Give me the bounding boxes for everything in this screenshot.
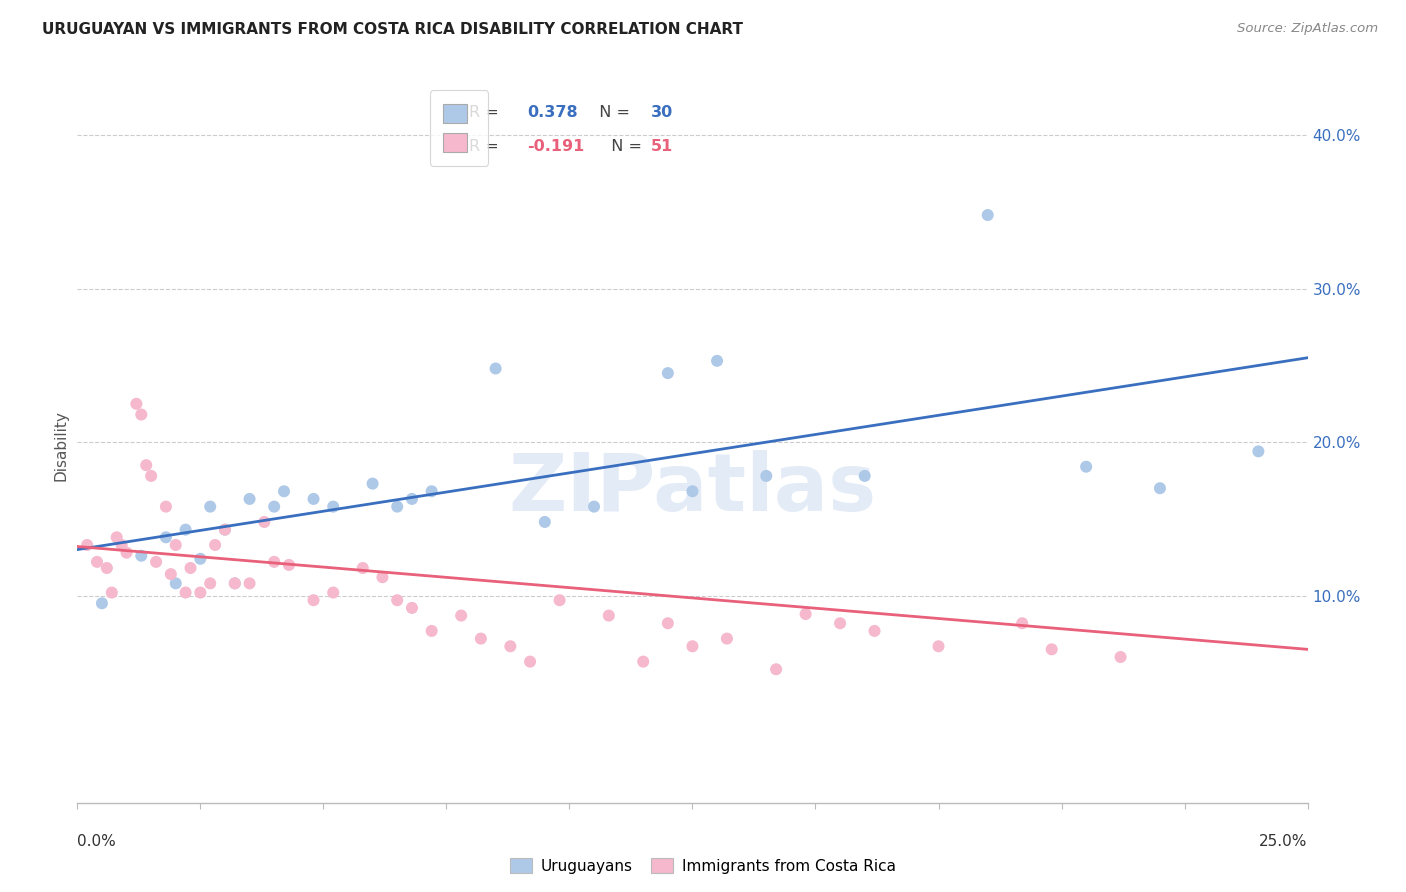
Point [131, 549, 153, 563]
Point [657, 616, 679, 631]
Point [361, 476, 384, 491]
Point [450, 608, 472, 623]
Point [165, 576, 187, 591]
Point [706, 354, 728, 368]
Point [387, 500, 409, 514]
Point [682, 484, 704, 499]
Text: N =: N = [602, 139, 648, 154]
Point [180, 561, 202, 575]
Point [239, 576, 262, 591]
Point [145, 555, 167, 569]
Point [224, 576, 246, 591]
Point [200, 500, 222, 514]
Point [322, 500, 344, 514]
Point [115, 546, 138, 560]
Point [470, 632, 492, 646]
Point [111, 538, 132, 552]
Point [214, 523, 236, 537]
Point [200, 576, 222, 591]
Point [1076, 459, 1098, 474]
Point [765, 662, 787, 676]
Point [105, 530, 128, 544]
Point [598, 608, 620, 623]
Text: Source: ZipAtlas.com: Source: ZipAtlas.com [1237, 22, 1378, 36]
Point [830, 616, 852, 631]
Point [263, 500, 285, 514]
Text: 0.378: 0.378 [527, 105, 578, 120]
Point [755, 469, 778, 483]
Point [160, 567, 183, 582]
Point [682, 640, 704, 654]
Point [1040, 642, 1063, 657]
Point [190, 585, 212, 599]
Legend: , : , [430, 90, 488, 166]
Point [794, 607, 817, 621]
Point [224, 576, 246, 591]
Point [302, 593, 325, 607]
Text: ZIPatlas: ZIPatlas [509, 450, 876, 528]
Point [499, 640, 522, 654]
Point [263, 555, 285, 569]
Point [90, 596, 114, 610]
Point [141, 469, 163, 483]
Text: URUGUAYAN VS IMMIGRANTS FROM COSTA RICA DISABILITY CORRELATION CHART: URUGUAYAN VS IMMIGRANTS FROM COSTA RICA … [42, 22, 744, 37]
Point [977, 208, 1000, 222]
Point [1247, 444, 1270, 458]
Point [853, 469, 876, 483]
Point [928, 640, 950, 654]
Point [583, 500, 606, 514]
Point [174, 585, 197, 599]
Point [273, 484, 295, 499]
Point [534, 515, 557, 529]
Point [633, 655, 655, 669]
Point [401, 601, 423, 615]
Point [165, 538, 187, 552]
Point [101, 585, 124, 599]
Legend: Uruguayans, Immigrants from Costa Rica: Uruguayans, Immigrants from Costa Rica [505, 852, 901, 880]
Point [420, 624, 443, 638]
Point [657, 366, 679, 380]
Point [420, 484, 443, 499]
Point [174, 523, 197, 537]
Point [387, 593, 409, 607]
Point [1149, 481, 1171, 495]
Point [76, 538, 98, 552]
Point [96, 561, 118, 575]
Text: 30: 30 [651, 105, 673, 120]
Point [135, 458, 157, 473]
Point [204, 538, 226, 552]
Point [302, 491, 325, 506]
Point [131, 408, 153, 422]
Point [548, 593, 571, 607]
Point [519, 655, 541, 669]
Point [239, 491, 262, 506]
Point [371, 570, 394, 584]
Text: 25.0%: 25.0% [1260, 834, 1308, 849]
Text: 51: 51 [651, 139, 673, 154]
Point [278, 558, 301, 572]
Point [125, 397, 148, 411]
Text: N =: N = [589, 105, 636, 120]
Point [716, 632, 738, 646]
Point [253, 515, 276, 529]
Text: R =: R = [468, 139, 503, 154]
Text: 0.0%: 0.0% [77, 834, 117, 849]
Text: R =: R = [468, 105, 503, 120]
Point [401, 491, 423, 506]
Point [863, 624, 886, 638]
Point [190, 551, 212, 566]
Point [155, 530, 177, 544]
Point [485, 361, 508, 376]
Y-axis label: Disability: Disability [53, 410, 69, 482]
Point [1011, 616, 1033, 631]
Text: -0.191: -0.191 [527, 139, 585, 154]
Point [1109, 650, 1132, 665]
Point [322, 585, 344, 599]
Point [86, 555, 108, 569]
Point [352, 561, 374, 575]
Point [214, 523, 236, 537]
Point [155, 500, 177, 514]
